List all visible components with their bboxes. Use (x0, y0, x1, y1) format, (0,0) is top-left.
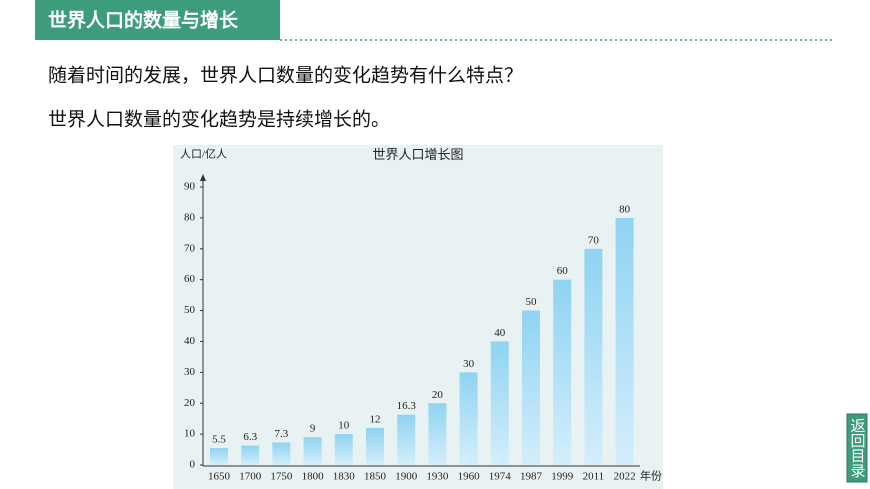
x-tick-label: 1987 (520, 471, 543, 483)
bar (490, 341, 509, 465)
bar (366, 427, 384, 465)
y-tick-label: 60 (184, 273, 196, 285)
bar (459, 372, 478, 465)
bar (553, 279, 572, 465)
x-tick-label: 1900 (395, 471, 418, 483)
x-tick-label: 1700 (239, 471, 262, 483)
x-tick-label: 1930 (426, 471, 449, 483)
y-tick-label: 10 (184, 428, 196, 440)
x-tick-label: 2022 (614, 471, 636, 483)
x-axis-label: 年份 (640, 469, 662, 483)
data-label: 50 (526, 296, 538, 308)
bar (272, 442, 291, 465)
x-tick-label: 1850 (364, 471, 387, 483)
question: 随着时间的发展，世界人口数量的变化趋势有什么特点？ (48, 65, 523, 87)
chart-panel (173, 145, 663, 489)
nav-button-text[interactable]: 返回目录 (849, 418, 867, 478)
bar (584, 248, 603, 465)
y-tick-label: 70 (184, 242, 196, 254)
bar (397, 414, 416, 465)
chart-title: 世界人口增长图 (372, 147, 463, 162)
data-label: 12 (370, 413, 381, 425)
y-tick-label: 90 (184, 181, 196, 193)
data-label: 60 (557, 265, 569, 277)
bar (303, 437, 322, 465)
header-title: 世界人口的数量与增长 (48, 9, 239, 32)
y-tick-label: 20 (184, 397, 196, 409)
y-tick-label: 80 (184, 211, 196, 223)
x-tick-label: 1750 (270, 471, 293, 483)
data-label: 16.3 (397, 400, 417, 412)
x-tick-label: 1650 (208, 471, 231, 483)
data-label: 6.3 (243, 431, 257, 443)
answer: 世界人口数量的变化趋势是持续增长的。 (48, 109, 390, 131)
bar (334, 434, 353, 465)
y-tick-label: 50 (184, 304, 196, 316)
bar (210, 448, 228, 465)
y-tick-label: 30 (184, 366, 196, 378)
header-box (35, 0, 280, 40)
data-label: 40 (494, 327, 506, 339)
bar (615, 217, 634, 465)
x-tick-label: 1974 (489, 471, 512, 483)
bar (428, 403, 447, 465)
nav-button-box[interactable] (846, 413, 868, 483)
bar (522, 310, 540, 465)
y-axis-label: 人口/亿人 (180, 148, 227, 161)
x-tick-label: 2011 (583, 471, 605, 483)
y-tick-label: 40 (184, 335, 196, 347)
x-tick-label: 1960 (458, 471, 481, 483)
y-axis-arrow (200, 174, 206, 181)
data-label: 9 (310, 423, 316, 435)
data-label: 5.5 (212, 434, 226, 446)
data-label: 10 (338, 420, 350, 432)
y-tick-label: 0 (190, 459, 196, 471)
data-label: 70 (588, 234, 600, 246)
x-tick-label: 1800 (302, 471, 325, 483)
x-tick-label: 1830 (333, 471, 356, 483)
data-label: 80 (619, 203, 631, 215)
data-label: 30 (463, 358, 475, 370)
data-label: 20 (432, 389, 444, 401)
x-tick-label: 1999 (551, 471, 574, 483)
bar (241, 445, 260, 465)
nav-button[interactable]: 返回目录 (846, 413, 868, 483)
data-label: 7.3 (275, 428, 289, 440)
